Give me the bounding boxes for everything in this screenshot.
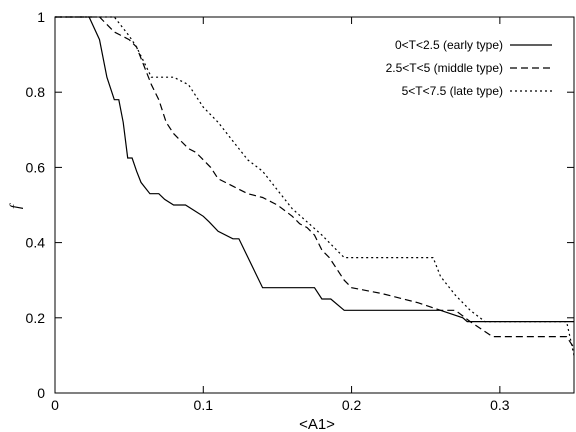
y-tick-label: 1 [37,9,45,25]
x-axis-title: <A1> [299,416,335,432]
x-tick-label: 0.1 [194,397,214,413]
axes: 0 0.1 0.2 0.3 0 0.2 0.4 0.6 0.8 1 [26,9,575,413]
x-tick-label: 0.3 [490,397,510,413]
legend-label-0: 0<T<2.5 (early type) [395,38,503,52]
series-line-2 [55,16,575,356]
series-line-1 [55,16,575,349]
x-tick-label: 0 [51,397,59,413]
y-tick-label: 0.4 [26,235,46,251]
y-tick-label: 0.8 [26,84,46,100]
legend-label-1: 2.5<T<5 (middle type) [386,61,503,75]
y-tick-label: 0 [37,385,45,401]
y-tick-label: 0.2 [26,310,46,326]
legend: 0<T<2.5 (early type) 2.5<T<5 (middle type… [386,38,552,98]
legend-label-2: 5<T<7.5 (late type) [402,84,503,98]
plot-frame [54,16,575,394]
x-tick-label: 0.2 [342,397,362,413]
plot-lines [55,16,575,356]
y-tick-label: 0.6 [26,159,46,175]
series-line-0 [55,16,574,323]
y-axis-title: f [8,203,24,209]
